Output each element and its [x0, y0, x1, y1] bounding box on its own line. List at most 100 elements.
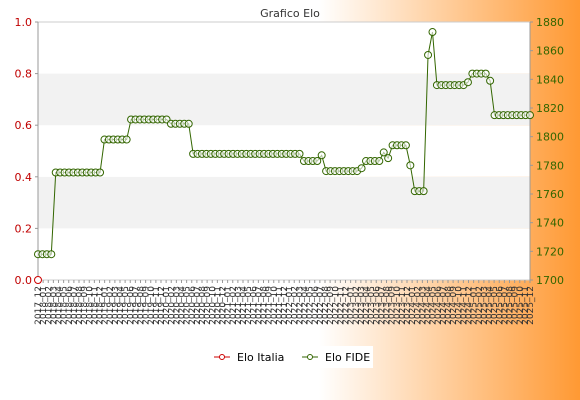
elo-italia-point	[34, 276, 42, 284]
x-tick-label: 2020_08	[198, 286, 208, 325]
x-tick-label: 2018_11	[90, 286, 100, 325]
elo-fide-point	[317, 151, 326, 160]
x-tick-label: 2024_04	[424, 286, 434, 325]
right-tick-label: 1800	[536, 131, 564, 144]
x-tick-label: 2022_02	[290, 286, 300, 325]
elo-fide-point	[419, 187, 428, 196]
x-tick-label: 2023_01	[347, 286, 357, 325]
elo-fide-point	[295, 149, 304, 158]
x-tick-label: 2018_01	[39, 286, 49, 325]
elo-fide-point	[481, 69, 490, 78]
x-tick-label: 2021_03	[234, 286, 244, 325]
x-tick-label: 2022_04	[301, 286, 311, 325]
legend-box	[207, 346, 373, 368]
x-tick-label: 2024_05	[429, 286, 439, 325]
x-tick-label: 2022_10	[331, 286, 341, 325]
right-tick-label: 1780	[536, 159, 564, 172]
x-tick-label: 2020_12	[219, 286, 229, 325]
x-tick-label: 2025_08	[506, 286, 516, 325]
right-tick-label: 1700	[536, 274, 564, 287]
elo-fide-point	[526, 111, 534, 120]
plot-band	[38, 176, 530, 229]
x-tick-label: 2021_04	[239, 286, 249, 325]
x-tick-label: 2024_01	[408, 286, 418, 325]
x-tick-label: 2017_12	[34, 286, 44, 325]
x-tick-label: 2023_10	[393, 286, 403, 325]
x-tick-label: 2020_02	[167, 286, 177, 325]
x-tick-label: 2019_01	[101, 286, 111, 325]
x-tick-label: 2018_04	[55, 286, 65, 325]
legend-label-elo-italia: Elo Italia	[237, 351, 284, 364]
x-tick-label: 2023_03	[357, 286, 367, 325]
x-tick-label: 2023_05	[367, 286, 377, 325]
x-tick-label: 2020_11	[213, 286, 223, 325]
right-tick-label: 1840	[536, 73, 564, 86]
x-tick-label: 2018_08	[75, 286, 85, 325]
x-tick-label: 2018_09	[80, 286, 90, 325]
right-tick-label: 1720	[536, 245, 564, 258]
elo-fide-point	[313, 157, 322, 166]
left-tick-label: 0.4	[15, 171, 33, 184]
x-tick-label: 2023_12	[403, 286, 413, 325]
plot-band	[38, 22, 530, 74]
x-tick-label: 2020_10	[208, 286, 218, 325]
x-tick-label: 2020_06	[188, 286, 198, 325]
x-tick-label: 2021_01	[224, 286, 234, 325]
x-tick-label: 2019_06	[126, 286, 136, 325]
left-tick-label: 1.0	[15, 16, 33, 29]
elo-fide-point	[357, 164, 366, 173]
x-tick-label: 2020_01	[162, 286, 172, 325]
x-tick-label: 2020_07	[193, 286, 203, 325]
elo-fide-point	[96, 168, 105, 177]
left-tick-label: 0.2	[15, 222, 33, 235]
x-tick-label: 2024_11	[459, 286, 469, 325]
elo-fide-point	[384, 154, 393, 163]
x-tick-label: 2019_02	[106, 286, 116, 325]
x-tick-label: 2022_12	[342, 286, 352, 325]
x-tick-label: 2025_03	[480, 286, 490, 325]
x-tick-label: 2023_06	[372, 286, 382, 325]
x-tick-label: 2022_05	[306, 286, 316, 325]
x-tick-label: 2019_08	[137, 286, 147, 325]
x-tick-label: 2019_12	[157, 286, 167, 325]
elo-fide-point	[428, 28, 437, 37]
plot-band	[38, 228, 530, 280]
x-tick-label: 2018_06	[65, 286, 75, 325]
x-tick-label: 2023_04	[362, 286, 372, 325]
x-tick-label: 2019_11	[152, 286, 162, 325]
chart-title: Grafico Elo	[260, 7, 320, 20]
x-tick-label: 2018_07	[70, 286, 80, 325]
left-tick-label: 0.6	[15, 119, 33, 132]
legend-marker-elo-fide	[307, 354, 313, 360]
x-tick-label: 2025_04	[485, 286, 495, 325]
x-tick-label: 2019_05	[121, 286, 131, 325]
left-tick-label: 0.0	[15, 274, 33, 287]
x-tick-label: 2019_03	[111, 286, 121, 325]
x-tick-label: 2022_07	[316, 286, 326, 325]
x-tick-label: 2022_06	[311, 286, 321, 325]
x-tick-label: 2023_11	[398, 286, 408, 325]
x-tick-label: 2021_05	[244, 286, 254, 325]
x-tick-label: 2022_09	[326, 286, 336, 325]
x-tick-label: 2023_07	[377, 286, 387, 325]
x-tick-label: 2018_05	[60, 286, 70, 325]
right-tick-label: 1760	[536, 188, 564, 201]
right-tick-label: 1740	[536, 217, 564, 230]
x-tick-label: 2021_12	[280, 286, 290, 325]
x-tick-label: 2019_09	[142, 286, 152, 325]
plot-band	[38, 73, 530, 126]
x-tick-label: 2021_11	[275, 286, 285, 325]
x-tick-label: 2021_02	[229, 286, 239, 325]
elo-fide-point	[486, 76, 495, 85]
x-tick-label: 2018_02	[44, 286, 54, 325]
elo-fide-point	[424, 50, 433, 59]
x-tick-label: 2024_08	[444, 286, 454, 325]
elo-fide-point	[375, 157, 384, 166]
x-tick-label: 2024_02	[413, 286, 423, 325]
legend-marker-elo-italia	[219, 354, 225, 360]
elo-fide-point	[379, 148, 388, 157]
x-tick-label: 2024_03	[418, 286, 428, 325]
x-tick-label: 2021_08	[260, 286, 270, 325]
legend-label-elo-fide: Elo FIDE	[325, 351, 370, 364]
